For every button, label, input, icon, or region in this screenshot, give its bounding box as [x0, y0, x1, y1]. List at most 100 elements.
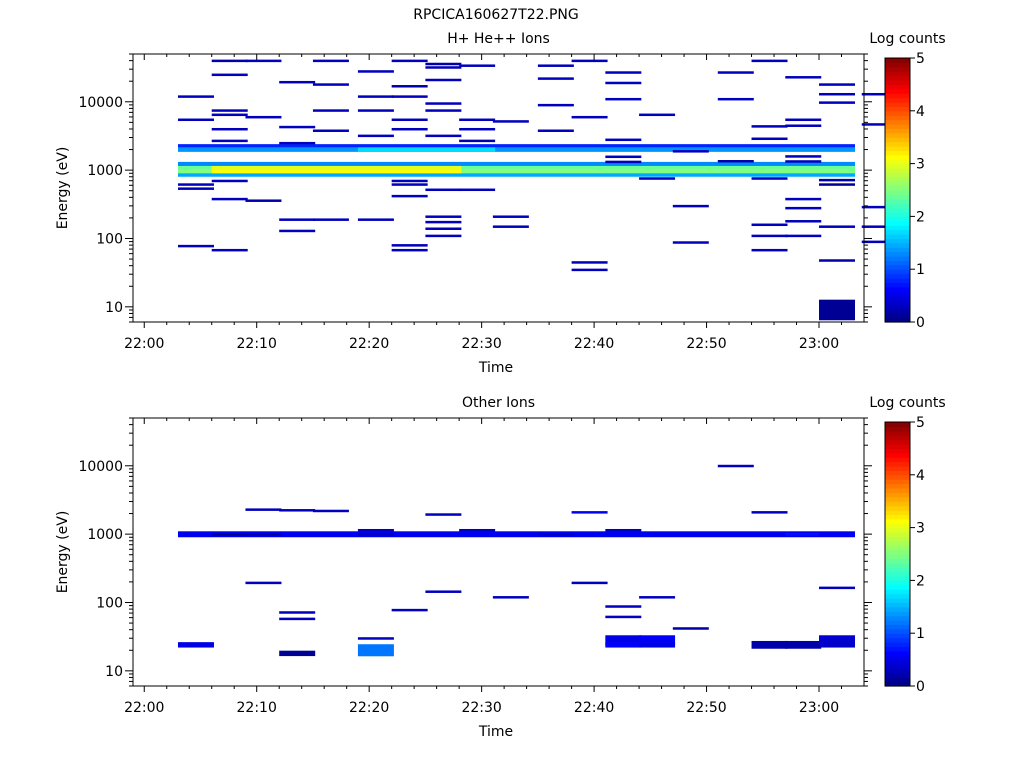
count-cell [312, 509, 349, 513]
count-cell [492, 215, 529, 218]
colorbar-segment [885, 84, 910, 90]
colorbar-segment [885, 229, 910, 235]
count-cell [211, 73, 248, 77]
colorbar-segment [885, 435, 910, 441]
colorbar-segment [885, 523, 910, 529]
colorbar-segment [885, 220, 910, 226]
panel-h-he-ions: H+ He++ Ions 22:00 22:10 22:20 22:30 22:40 22:… [55, 31, 946, 376]
count-cell [605, 138, 642, 142]
count-cell [785, 234, 822, 238]
x-tick-label: 22:00 [124, 336, 164, 352]
x-tick-label: 22:10 [237, 700, 277, 716]
count-cell [459, 64, 496, 67]
y-axis-label: Energy (eV) [55, 511, 71, 594]
count-cell [459, 127, 496, 131]
count-cell [605, 81, 642, 85]
colorbar-segment [885, 540, 910, 546]
colorbar-segment [885, 234, 910, 239]
x-tick-label: 22:20 [349, 700, 389, 716]
count-cell [785, 160, 822, 163]
colorbar-segment [885, 448, 910, 454]
count-cell [571, 261, 608, 264]
energy-band-peak [211, 169, 462, 174]
colorbar-segment [885, 496, 910, 502]
energy-band-peak [357, 147, 496, 152]
count-cell [177, 642, 214, 648]
count-cell [537, 129, 574, 132]
count-cell [861, 240, 898, 244]
colorbar-segment [885, 97, 910, 103]
colorbar-segment [885, 295, 910, 301]
colorbar-segment [885, 668, 910, 674]
count-cell [861, 205, 898, 209]
colorbar-segment [885, 141, 910, 147]
count-cell [605, 71, 642, 74]
count-cell [751, 177, 788, 180]
colorbar-segment [885, 124, 910, 129]
count-cell [357, 218, 394, 221]
count-cell [785, 197, 822, 201]
colorbar-segment [885, 154, 910, 160]
x-tick-label: 22:10 [237, 336, 277, 352]
colorbar-segment [885, 593, 910, 599]
count-cell [177, 187, 214, 190]
count-cell [312, 83, 349, 86]
energy-band [177, 173, 856, 177]
count-cell [751, 248, 788, 252]
count-cell [391, 244, 428, 247]
count-cell [245, 508, 282, 511]
count-cell [571, 59, 608, 63]
colorbar-tick-label: 0 [916, 315, 925, 331]
x-tick-label: 22:50 [686, 700, 726, 716]
count-cell [211, 127, 248, 131]
count-cell [312, 59, 349, 63]
colorbar-segment [885, 88, 910, 94]
colorbar-segment [885, 115, 910, 121]
count-cell [425, 215, 462, 218]
colorbar-segment [885, 536, 910, 542]
x-tick-label: 22:20 [349, 336, 389, 352]
count-cell [391, 95, 428, 98]
x-tick-label: 22:30 [461, 336, 501, 352]
colorbar-segment [885, 637, 910, 643]
x-tick-label: 22:40 [574, 700, 614, 716]
count-cell [245, 115, 282, 119]
count-cell [177, 244, 214, 248]
count-cell [819, 92, 856, 96]
count-cell [717, 464, 754, 468]
colorbar-segment [885, 71, 910, 77]
x-axis-label: Time [478, 360, 513, 376]
colorbar-segment [885, 677, 910, 683]
colorbar-segment [885, 620, 910, 625]
colorbar-segment [885, 426, 910, 432]
count-cell [425, 227, 462, 230]
count-cell [492, 225, 529, 228]
count-cell [391, 248, 428, 252]
count-cell [717, 71, 754, 74]
count-cell [639, 635, 676, 646]
colorbar-segment [885, 664, 910, 669]
count-cell [785, 124, 822, 127]
count-cell [357, 528, 394, 532]
colorbar-segment [885, 624, 910, 630]
count-cell [819, 635, 856, 646]
x-tick-label: 22:50 [686, 336, 726, 352]
count-cell [785, 76, 822, 79]
y-tick-label: 10 [105, 664, 123, 680]
count-cell [357, 109, 394, 112]
count-cell [605, 155, 642, 159]
count-cell [861, 225, 898, 228]
y-tick-label: 100 [96, 595, 123, 611]
count-cell [245, 59, 282, 63]
count-cell [785, 118, 822, 122]
count-cell [211, 179, 248, 183]
colorbar-segment [885, 198, 910, 204]
colorbar-segment [885, 430, 910, 436]
count-cell [605, 615, 642, 619]
energy-band [177, 147, 856, 152]
colorbar-segment [885, 567, 910, 573]
count-cell [819, 225, 856, 228]
count-cell [211, 248, 248, 252]
count-cell [819, 642, 856, 648]
count-cell [492, 596, 529, 599]
